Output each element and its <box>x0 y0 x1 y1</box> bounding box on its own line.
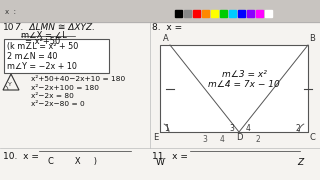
Text: 3: 3 <box>229 124 235 133</box>
Text: Z: Z <box>297 158 303 167</box>
Bar <box>0 0 320 22</box>
Text: m∠4 = 7x − 10: m∠4 = 7x − 10 <box>208 80 280 89</box>
Text: 4: 4 <box>245 124 251 133</box>
Text: 3: 3 <box>203 135 207 144</box>
Bar <box>247 10 254 17</box>
Bar <box>220 10 227 17</box>
Text: 8.  x =: 8. x = <box>152 23 185 32</box>
Text: 4: 4 <box>220 135 224 144</box>
Bar <box>0 22 320 180</box>
Bar <box>184 10 191 17</box>
Text: x²−2x+100 = 180: x²−2x+100 = 180 <box>31 84 99 91</box>
Text: 2 m∠N = 40: 2 m∠N = 40 <box>7 52 57 61</box>
Text: x²+50+40−2x+10 = 180: x²+50+40−2x+10 = 180 <box>31 76 125 82</box>
Bar <box>160 45 308 132</box>
Text: m∠Y = −2x + 10: m∠Y = −2x + 10 <box>7 62 77 71</box>
Text: 7.  ΔLMN ≅ ΔXYZ.: 7. ΔLMN ≅ ΔXYZ. <box>15 23 95 32</box>
Bar <box>256 10 263 17</box>
Text: 2: 2 <box>296 124 300 133</box>
Bar <box>193 10 200 17</box>
Text: A: A <box>163 34 169 43</box>
Text: W: W <box>156 158 165 167</box>
Bar <box>229 10 236 17</box>
Text: B: B <box>309 34 315 43</box>
Text: 10: 10 <box>3 23 14 32</box>
Text: 2: 2 <box>256 135 260 144</box>
Text: = x²+50: = x²+50 <box>25 37 60 46</box>
Text: riangles for the information indicated.: riangles for the information indicated. <box>2 14 183 23</box>
Text: Y: Y <box>8 82 12 87</box>
Text: x  :: x : <box>5 9 16 15</box>
Text: E: E <box>153 133 158 142</box>
Text: C: C <box>310 133 316 142</box>
Text: (k m∠L = x² + 50: (k m∠L = x² + 50 <box>7 42 78 51</box>
Text: m∠X = ∠L: m∠X = ∠L <box>21 31 67 40</box>
Bar <box>238 10 245 17</box>
Text: x²−2x = 80: x²−2x = 80 <box>31 93 74 99</box>
FancyBboxPatch shape <box>4 39 108 73</box>
Text: m∠3 = x²: m∠3 = x² <box>221 70 267 79</box>
Bar <box>175 10 182 17</box>
Bar <box>265 10 272 17</box>
Bar <box>211 10 218 17</box>
Text: x²−2x−80 = 0: x²−2x−80 = 0 <box>31 102 85 107</box>
Text: C        X     ): C X ) <box>48 157 97 166</box>
Text: D: D <box>236 133 242 142</box>
Text: 1: 1 <box>164 124 169 133</box>
Text: 11.  x =: 11. x = <box>152 152 191 161</box>
Text: 10.  x =: 10. x = <box>3 152 42 161</box>
Bar <box>202 10 209 17</box>
